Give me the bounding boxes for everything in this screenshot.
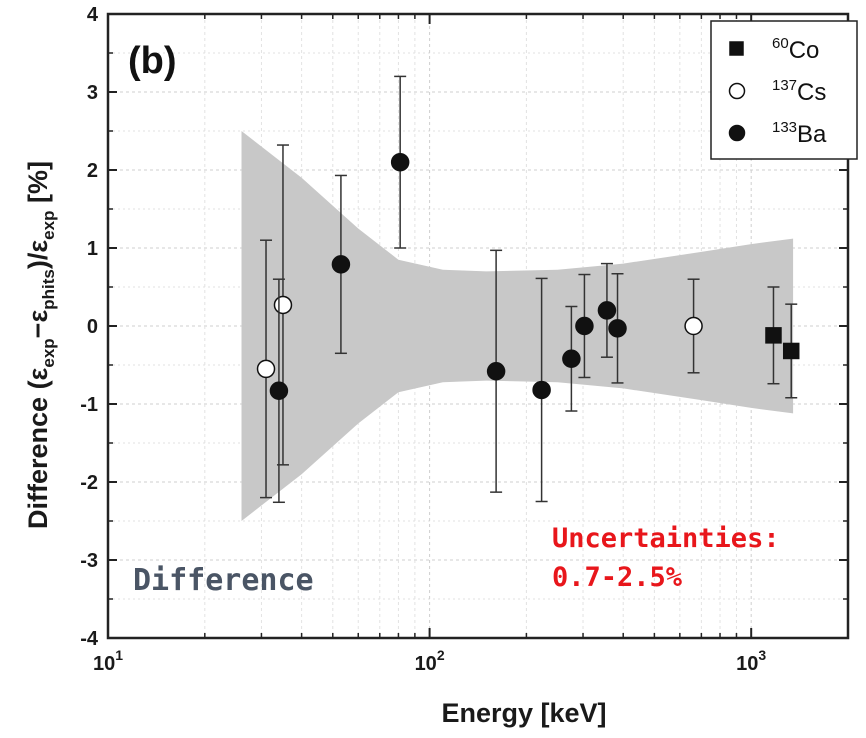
uncertainty-note-line2: 0.7-2.5% xyxy=(552,562,683,593)
y-axis-title: Difference (εexp−εphits)/εexp [%] xyxy=(23,161,58,529)
panel-label: (b) xyxy=(128,40,177,82)
data-point-ba xyxy=(269,381,289,400)
y-tick-label: -2 xyxy=(80,472,98,494)
legend-marker-ba xyxy=(728,124,746,142)
data-point-co xyxy=(765,327,782,344)
data-point-cs xyxy=(256,359,276,379)
y-axis-title-divide: )/ε xyxy=(23,240,53,269)
y-axis-title-minus: −ε xyxy=(23,310,53,339)
y-tick-label: 4 xyxy=(87,4,99,26)
y-tick-label: 2 xyxy=(87,160,98,182)
data-point-ba xyxy=(390,152,410,172)
data-point-ba xyxy=(597,301,617,320)
legend: 60Co 137Cs 133Ba xyxy=(710,20,858,160)
data-point-ba xyxy=(608,319,627,338)
data-point-ba xyxy=(532,380,551,400)
x-tick-label: 102 xyxy=(415,647,445,675)
x-axis-title: Energy [keV] xyxy=(441,698,606,728)
legend-marker-co xyxy=(729,41,744,56)
y-tick-label: -3 xyxy=(80,550,98,572)
data-point-co xyxy=(782,342,800,360)
y-tick-label: 0 xyxy=(87,316,98,338)
y-tick-label: 3 xyxy=(87,82,98,104)
difference-annotation: Difference xyxy=(133,563,314,598)
y-axis-title-sub-exp: exp xyxy=(39,338,58,367)
data-point-ba xyxy=(486,361,506,381)
data-point-cs xyxy=(273,295,293,315)
legend-marker-cs xyxy=(728,82,746,100)
data-point-ba xyxy=(562,349,581,369)
axis-ticks xyxy=(107,13,849,639)
y-axis-title-suffix: [%] xyxy=(23,161,53,211)
x-tick-label: 101 xyxy=(93,647,123,675)
tick-labels: -4 -3 -2 -1 0 1 2 3 4 101 102 103 xyxy=(80,4,766,675)
data-point-ba xyxy=(331,255,351,274)
data-point-ba xyxy=(575,316,594,336)
uncertainty-note-line1: Uncertainties: xyxy=(552,523,780,554)
uncertainty-band xyxy=(241,131,794,521)
y-tick-label: -1 xyxy=(80,394,98,416)
y-axis-title-sub-exp2: exp xyxy=(39,211,58,240)
y-tick-label: -4 xyxy=(80,628,99,650)
x-tick-label: 103 xyxy=(736,647,766,675)
y-tick-label: 1 xyxy=(87,238,98,260)
legend-label-ba: 133Ba xyxy=(772,119,827,148)
data-point-cs xyxy=(684,316,703,336)
legend-label-co: 60Co xyxy=(772,35,819,64)
data-points xyxy=(256,75,800,504)
legend-label-cs: 137Cs xyxy=(772,77,826,106)
y-axis-title-prefix: Difference (ε xyxy=(23,367,53,529)
y-axis-title-sub-phits: phits xyxy=(39,269,58,310)
